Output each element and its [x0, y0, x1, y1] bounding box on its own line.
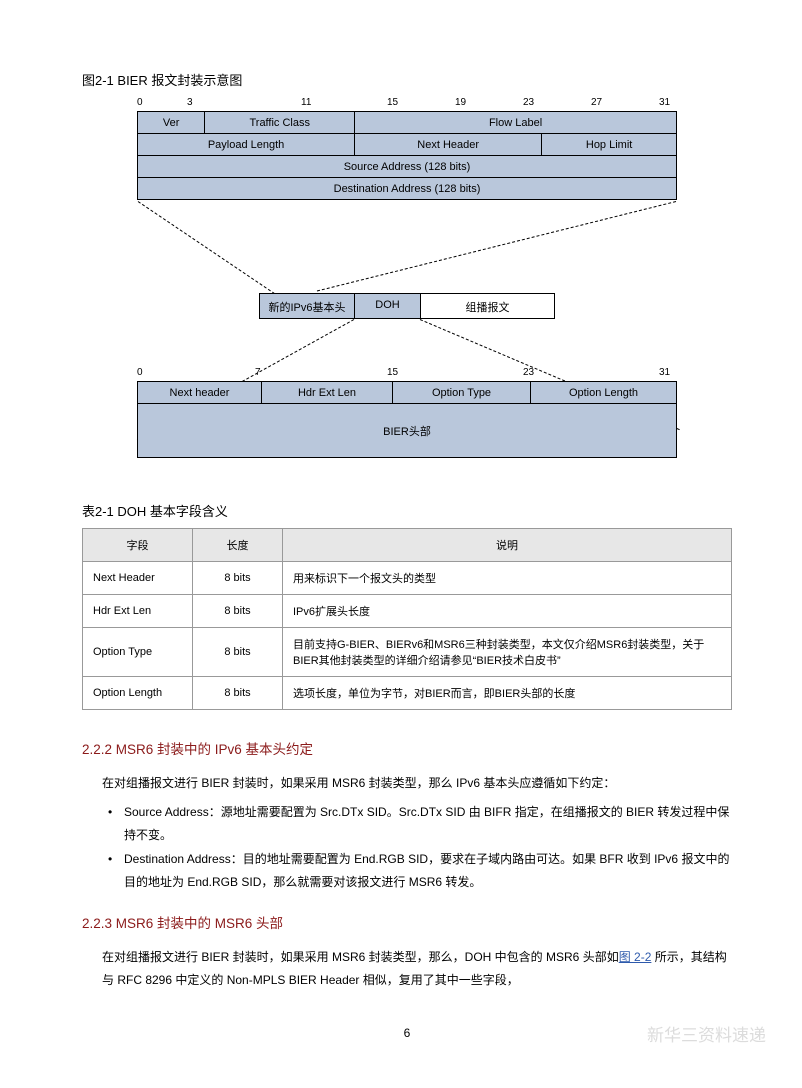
- doh-header-table: Next header Hdr Ext Len Option Type Opti…: [137, 381, 677, 458]
- section-223-para: 在对组播报文进行 BIER 封装时，如果采用 MSR6 封装类型，那么，DOH …: [102, 946, 732, 992]
- cell-next-header2: Next header: [138, 382, 262, 404]
- table-title: 表2-1 DOH 基本字段含义: [82, 501, 732, 520]
- ruler-tick: 7: [255, 367, 261, 378]
- ruler-tick: 0: [137, 97, 143, 108]
- text-span: 在对组播报文进行 BIER 封装时，如果采用 MSR6 封装类型，那么，DOH …: [102, 950, 619, 964]
- cell-doh: DOH: [354, 293, 420, 319]
- ruler-tick: 19: [455, 97, 466, 108]
- doh-field-table: 字段 长度 说明 Next Header 8 bits 用来标识下一个报文头的类…: [82, 528, 732, 710]
- cell-payload-length: Payload Length: [138, 134, 355, 156]
- table-row: Option Type 8 bits 目前支持G-BIER、BIERv6和MSR…: [83, 628, 732, 677]
- middle-row: 新的IPv6基本头 DOH 组播报文: [259, 293, 555, 319]
- td-field: Next Header: [83, 562, 193, 595]
- th-desc: 说明: [283, 529, 732, 562]
- cell-option-type: Option Type: [393, 382, 531, 404]
- cell-multicast: 组播报文: [420, 293, 555, 319]
- cell-new-ipv6: 新的IPv6基本头: [259, 293, 354, 319]
- list-item: Destination Address：目的地址需要配置为 End.RGB SI…: [102, 848, 732, 894]
- ruler-tick: 23: [523, 367, 534, 378]
- td-length: 8 bits: [193, 562, 283, 595]
- table-row: Option Length 8 bits 选项长度，单位为字节，对BIER而言，…: [83, 677, 732, 710]
- cell-next-header: Next Header: [355, 134, 542, 156]
- figure-title: 图2-1 BIER 报文封装示意图: [82, 70, 732, 89]
- figure-link[interactable]: 图 2-2: [619, 950, 652, 964]
- list-item: Source Address：源地址需要配置为 Src.DTx SID。Src.…: [102, 801, 732, 847]
- dash-line: [138, 201, 275, 294]
- dash-line: [317, 201, 676, 291]
- section-heading-222: 2.2.2 MSR6 封装中的 IPv6 基本头约定: [82, 738, 732, 758]
- section-222-bullets: Source Address：源地址需要配置为 Src.DTx SID。Src.…: [102, 801, 732, 894]
- page-number: 6: [82, 1026, 732, 1040]
- td-desc: IPv6扩展头长度: [283, 595, 732, 628]
- td-length: 8 bits: [193, 595, 283, 628]
- ruler-tick: 11: [301, 97, 311, 108]
- cell-traffic-class: Traffic Class: [205, 112, 355, 134]
- td-desc: 目前支持G-BIER、BIERv6和MSR6三种封装类型，本文仅介绍MSR6封装…: [283, 628, 732, 677]
- td-field: Option Length: [83, 677, 193, 710]
- th-field: 字段: [83, 529, 193, 562]
- ruler-tick: 27: [591, 97, 602, 108]
- cell-bier-header: BIER头部: [138, 404, 677, 458]
- ruler-tick: 23: [523, 97, 534, 108]
- ruler-tick: 3: [187, 97, 193, 108]
- ruler-tick: 15: [387, 367, 398, 378]
- td-desc: 用来标识下一个报文头的类型: [283, 562, 732, 595]
- section-heading-223: 2.2.3 MSR6 封装中的 MSR6 头部: [82, 912, 732, 932]
- ruler-tick: 15: [387, 97, 398, 108]
- td-length: 8 bits: [193, 677, 283, 710]
- cell-source-addr: Source Address (128 bits): [138, 156, 677, 178]
- table-row: Next Header 8 bits 用来标识下一个报文头的类型: [83, 562, 732, 595]
- td-desc: 选项长度，单位为字节，对BIER而言，即BIER头部的长度: [283, 677, 732, 710]
- td-length: 8 bits: [193, 628, 283, 677]
- watermark: 新华三资料速递: [647, 1021, 766, 1046]
- cell-hop-limit: Hop Limit: [542, 134, 677, 156]
- table-row: Hdr Ext Len 8 bits IPv6扩展头长度: [83, 595, 732, 628]
- cell-flow-label: Flow Label: [355, 112, 677, 134]
- bier-encapsulation-diagram: 0 3 11 15 19 23 27 31 Ver Traffic Class …: [137, 97, 677, 467]
- td-field: Hdr Ext Len: [83, 595, 193, 628]
- ruler-tick: 31: [659, 97, 670, 108]
- cell-dest-addr: Destination Address (128 bits): [138, 178, 677, 200]
- ipv6-header-table: Ver Traffic Class Flow Label Payload Len…: [137, 111, 677, 200]
- ruler-tick: 0: [137, 367, 143, 378]
- cell-option-length: Option Length: [531, 382, 677, 404]
- td-field: Option Type: [83, 628, 193, 677]
- cell-ver: Ver: [138, 112, 205, 134]
- th-length: 长度: [193, 529, 283, 562]
- section-222-intro: 在对组播报文进行 BIER 封装时，如果采用 MSR6 封装类型，那么 IPv6…: [102, 772, 732, 795]
- ruler-tick: 31: [659, 367, 670, 378]
- cell-hdr-ext-len: Hdr Ext Len: [262, 382, 393, 404]
